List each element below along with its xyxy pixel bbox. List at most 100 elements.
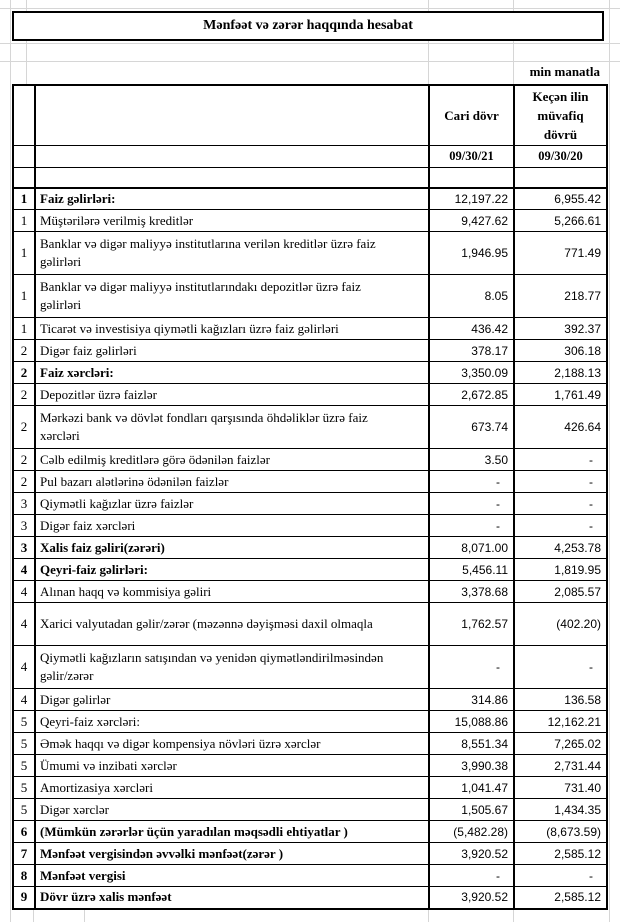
row-section-number: 1	[12, 231, 36, 275]
row-section-number: 1	[12, 186, 36, 210]
row-current-value: -	[428, 470, 515, 493]
row-label: Mənfəət vergisi	[34, 864, 430, 887]
row-current-value: 3,350.09	[428, 361, 515, 384]
row-label: Dövr üzrə xalis mənfəət	[34, 886, 430, 909]
row-current-value: 3,920.52	[428, 886, 515, 909]
table-row: 2 Depozitlər üzrə faizlər 2,672.85 1,761…	[12, 383, 608, 406]
row-label: Qeyri-faiz gəlirləri:	[34, 558, 430, 581]
row-section-number: 5	[12, 754, 36, 777]
row-previous-value: 2,585.12	[513, 886, 608, 909]
table-row: 4 Digər gəlirlər 314.86 136.58	[12, 688, 608, 711]
row-label: Cəlb edilmiş kreditlərə görə ödənilən fa…	[34, 448, 430, 471]
report-title-box: Mənfəət və zərər haqqında hesabat	[12, 11, 604, 41]
row-label: Ticarət və investisiya qiymətli kağızlar…	[34, 317, 430, 340]
row-previous-value: 426.64	[513, 405, 608, 449]
row-current-value: (5,482.28)	[428, 820, 515, 843]
row-previous-value: 2,731.44	[513, 754, 608, 777]
table-row: 4 Xarici valyutadan gəlir/zərər (məzənnə…	[12, 602, 608, 646]
gridline	[84, 905, 85, 922]
row-previous-value: 1,434.35	[513, 798, 608, 821]
row-current-value: 1,041.47	[428, 776, 515, 799]
gridline	[0, 8, 620, 9]
row-section-number: 4	[12, 645, 36, 689]
gridline	[0, 43, 620, 44]
row-current-value: 1,946.95	[428, 231, 515, 275]
current-period-label: Cari dövr	[444, 108, 499, 123]
row-label: Depozitlər üzrə faizlər	[34, 383, 430, 406]
table-row: 6 (Mümkün zərərlər üçün yaradılan məqsəd…	[12, 820, 608, 843]
table-row: 2 Pul bazarı alətlərinə ödənilən faizlər…	[12, 470, 608, 493]
row-section-number: 5	[12, 732, 36, 755]
row-section-number: 4	[12, 688, 36, 711]
row-section-number: 2	[12, 470, 36, 493]
row-previous-value: 731.40	[513, 776, 608, 799]
row-previous-value: (402.20)	[513, 602, 608, 646]
empty-cell	[428, 167, 515, 188]
column-header-row: Cari dövr Keçən ilin müvafiq dövrü	[12, 84, 608, 146]
row-previous-value: 2,585.12	[513, 842, 608, 865]
row-section-number: 6	[12, 820, 36, 843]
row-previous-value: 5,266.61	[513, 209, 608, 232]
table-row: 2 Mərkəzi bank və dövlət fondları qarşıs…	[12, 405, 608, 449]
row-label: Digər faiz gəlirləri	[34, 339, 430, 362]
row-label: Qeyri-faiz xərcləri:	[34, 710, 430, 733]
row-previous-value: 7,265.02	[513, 732, 608, 755]
income-statement-table: Cari dövr Keçən ilin müvafiq dövrü 09/30…	[12, 84, 608, 910]
row-label: Pul bazarı alətlərinə ödənilən faizlər	[34, 470, 430, 493]
row-current-value: 12,197.22	[428, 186, 515, 210]
row-section-number: 4	[12, 602, 36, 646]
row-section-number: 1	[12, 317, 36, 340]
row-section-number: 2	[12, 405, 36, 449]
row-current-value: -	[428, 514, 515, 537]
row-current-value: -	[428, 645, 515, 689]
row-label: Banklar və digər maliyyə institutlarında…	[34, 274, 430, 318]
table-row: 5 Ümumi və inzibati xərclər 3,990.38 2,7…	[12, 754, 608, 777]
row-section-number: 3	[12, 514, 36, 537]
row-section-number: 2	[12, 339, 36, 362]
row-current-value: 3,920.52	[428, 842, 515, 865]
gridline	[428, 905, 429, 922]
table-row: 2 Digər faiz gəlirləri 378.17 306.18	[12, 339, 608, 362]
report-title: Mənfəət və zərər haqqında hesabat	[203, 18, 413, 33]
table-row: 5 Digər xərclər 1,505.67 1,434.35	[12, 798, 608, 821]
row-section-number: 2	[12, 361, 36, 384]
row-previous-value: -	[513, 492, 608, 515]
row-label: Xalis faiz gəliri(zərəri)	[34, 536, 430, 559]
row-current-value: 15,088.86	[428, 710, 515, 733]
table-row: 9 Dövr üzrə xalis mənfəət 3,920.52 2,585…	[12, 886, 608, 909]
row-label: Faiz gəlirləri:	[34, 186, 430, 210]
row-section-number: 2	[12, 383, 36, 406]
row-current-value: 3,378.68	[428, 580, 515, 603]
row-section-number: 7	[12, 842, 36, 865]
empty-cell	[34, 167, 430, 188]
row-label: Digər faiz xərcləri	[34, 514, 430, 537]
row-label: Əmək haqqı və digər kompensiya növləri ü…	[34, 732, 430, 755]
gridline	[0, 61, 620, 62]
row-current-value: 9,427.62	[428, 209, 515, 232]
row-previous-value: 771.49	[513, 231, 608, 275]
table-row: 1 Banklar və digər maliyyə institutların…	[12, 274, 608, 318]
empty-cell	[12, 145, 36, 168]
row-section-number: 1	[12, 209, 36, 232]
col-header-current: Cari dövr	[428, 84, 515, 146]
row-current-value: 1,762.57	[428, 602, 515, 646]
row-current-value: 436.42	[428, 317, 515, 340]
header-number-cell	[12, 84, 36, 146]
gridline	[609, 0, 610, 922]
row-current-value: 1,505.67	[428, 798, 515, 821]
empty-cell	[12, 167, 36, 188]
row-current-value: 314.86	[428, 688, 515, 711]
row-section-number: 1	[12, 274, 36, 318]
statement-rows: 1 Faiz gəlirləri: 12,197.22 6,955.42 1 M…	[12, 186, 608, 909]
row-section-number: 5	[12, 798, 36, 821]
row-label: Xarici valyutadan gəlir/zərər (məzənnə d…	[34, 602, 430, 646]
row-previous-value: 1,819.95	[513, 558, 608, 581]
row-previous-value: 6,955.42	[513, 186, 608, 210]
unit-note: min manatla	[525, 62, 600, 82]
row-section-number: 8	[12, 864, 36, 887]
header-label-cell	[34, 84, 430, 146]
col-date-current: 09/30/21	[428, 145, 515, 168]
row-previous-value: 12,162.21	[513, 710, 608, 733]
table-row: 4 Alınan haqq və kommisiya gəliri 3,378.…	[12, 580, 608, 603]
row-section-number: 3	[12, 492, 36, 515]
